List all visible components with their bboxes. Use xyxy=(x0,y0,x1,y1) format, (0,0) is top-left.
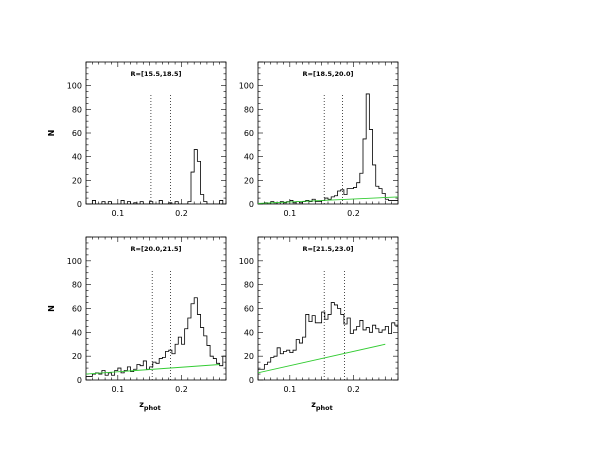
y-axis-label: N xyxy=(47,130,56,137)
panel-4: 0 20 40 60 80 100 0.1 0.2 R=[21.5,23.0] zphot xyxy=(239,236,399,412)
x-tick-label: 0.2 xyxy=(347,385,360,394)
y-tick-label: 80 xyxy=(72,281,82,290)
y-tick-label: 100 xyxy=(239,82,254,91)
y-tick-label: 20 xyxy=(72,352,82,361)
y-tick-label: 40 xyxy=(244,328,254,337)
histogram-steps xyxy=(258,93,398,204)
background-fit-line xyxy=(86,364,220,375)
y-tick-label: 20 xyxy=(244,176,254,185)
y-tick-label: 100 xyxy=(239,257,254,266)
y-tick-label: 100 xyxy=(67,257,82,266)
x-axis-label: zphot xyxy=(311,400,333,412)
y-tick-label: 20 xyxy=(244,352,254,361)
plot-frame xyxy=(257,236,399,381)
y-tick-label: 60 xyxy=(72,129,82,138)
histogram-steps xyxy=(86,149,226,204)
y-tick-label: 60 xyxy=(244,129,254,138)
x-tick-label: 0.1 xyxy=(111,209,124,218)
x-axis-label: zphot xyxy=(139,400,161,412)
y-tick-label: 80 xyxy=(244,281,254,290)
panel-1: 0 20 40 60 80 100 0.1 0.2 R=[15.5,18.5] N xyxy=(47,61,227,218)
y-tick-label: 40 xyxy=(72,328,82,337)
x-tick-label: 0.1 xyxy=(283,385,296,394)
plot-frame xyxy=(257,61,399,205)
plot-frame xyxy=(85,236,227,381)
y-tick-label: 40 xyxy=(244,153,254,162)
y-tick-label: 60 xyxy=(72,305,82,314)
background-fit-line xyxy=(258,196,398,204)
panel-2: 0 20 40 60 80 100 0.1 0.2 R=[18.5,20.0] xyxy=(239,61,399,218)
y-tick-label: 40 xyxy=(72,153,82,162)
y-tick-label: 80 xyxy=(244,105,254,114)
y-tick-label: 20 xyxy=(72,176,82,185)
panel-title: R=[20.0,21.5] xyxy=(131,245,182,253)
plot-frame xyxy=(85,61,227,205)
histogram-steps xyxy=(86,297,226,380)
background-fit-line xyxy=(258,343,386,374)
y-tick-label: 0 xyxy=(249,376,254,385)
panel-title: R=[18.5,20.0] xyxy=(303,70,354,78)
panel-title: R=[21.5,23.0] xyxy=(303,245,354,253)
x-tick-label: 0.2 xyxy=(175,209,188,218)
y-tick-label: 80 xyxy=(72,105,82,114)
histogram-steps xyxy=(258,302,398,380)
y-tick-label: 0 xyxy=(77,376,82,385)
x-tick-label: 0.1 xyxy=(111,385,124,394)
y-tick-label: 0 xyxy=(249,200,254,209)
x-tick-label: 0.2 xyxy=(347,209,360,218)
y-tick-label: 60 xyxy=(244,305,254,314)
y-axis-label: N xyxy=(47,305,56,312)
y-tick-label: 0 xyxy=(77,200,82,209)
panel-title: R=[15.5,18.5] xyxy=(131,70,182,78)
y-tick-label: 100 xyxy=(67,82,82,91)
x-tick-label: 0.1 xyxy=(283,209,296,218)
x-tick-label: 0.2 xyxy=(175,385,188,394)
